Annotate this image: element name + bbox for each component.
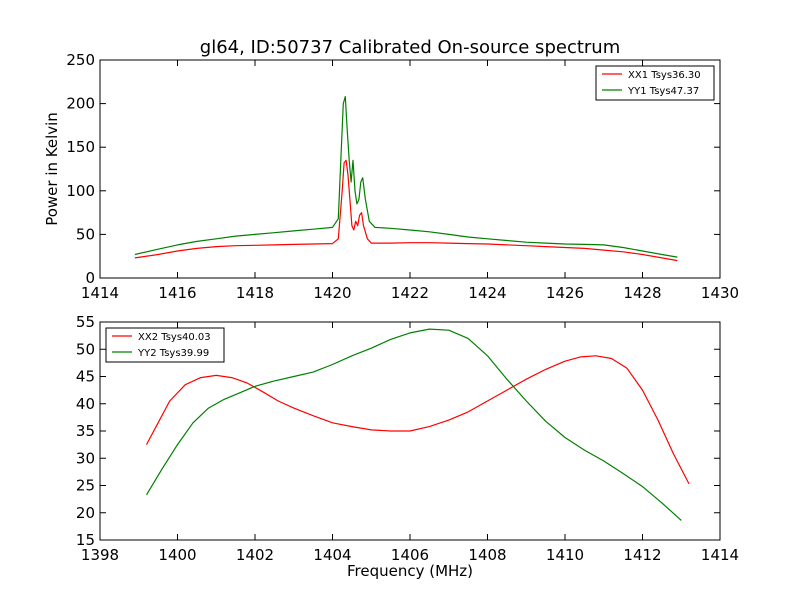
legend-label-xx1: XX1 Tsys36.30 <box>628 70 701 81</box>
x-tick-label: 1414 <box>701 546 739 564</box>
y-tick-label: 25 <box>76 477 95 495</box>
bottom-series-lines <box>145 328 690 521</box>
x-tick-label: 1406 <box>391 546 429 564</box>
x-tick-label: 1400 <box>158 546 196 564</box>
top-y-axis-label: Power in Kelvin <box>43 112 61 226</box>
x-tick-label: 1408 <box>468 546 506 564</box>
y-tick-label: 0 <box>85 269 95 287</box>
y-tick-label: 250 <box>66 51 95 69</box>
bottom-x-axis-label: Frequency (MHz) <box>347 562 473 580</box>
y-tick-label: 35 <box>76 422 95 440</box>
series-line-xx2 <box>145 355 690 485</box>
x-tick-label: 1418 <box>236 284 274 302</box>
y-tick-label: 20 <box>76 504 95 522</box>
bottom-legend-box <box>105 327 225 363</box>
y-tick-label: 50 <box>76 225 95 243</box>
series-line-xx1 <box>134 159 678 262</box>
y-tick-label: 55 <box>76 313 95 331</box>
top-legend: XX1 Tsys36.30 YY1 Tsys47.37 <box>595 65 715 101</box>
legend-label-yy2: YY2 Tsys39.99 <box>137 348 209 359</box>
x-tick-label: 1410 <box>546 546 584 564</box>
bottom-legend: XX2 Tsys40.03 YY2 Tsys39.99 <box>105 327 225 363</box>
top-legend-box <box>595 65 715 101</box>
y-tick-label: 50 <box>76 340 95 358</box>
chart-title: gl64, ID:50737 Calibrated On-source spec… <box>200 37 620 58</box>
bottom-panel: 1398 1400 1402 1404 1406 1408 1410 1412 1414 15 20… <box>76 313 739 580</box>
x-tick-label: 1428 <box>623 284 661 302</box>
top-axis-ticks: 1414 1416 1418 1420 1422 1424 1426 1428 1430 0 50 1… <box>66 51 739 302</box>
x-tick-label: 1426 <box>546 284 584 302</box>
bottom-axis-ticks: 1398 1400 1402 1404 1406 1408 1410 1412 1414 15 20… <box>76 313 739 564</box>
x-tick-label: 1420 <box>313 284 351 302</box>
x-tick-label: 1424 <box>468 284 506 302</box>
x-tick-label: 1430 <box>701 284 739 302</box>
series-line-yy1 <box>134 95 678 258</box>
x-tick-label: 1422 <box>391 284 429 302</box>
y-tick-label: 200 <box>66 95 95 113</box>
top-series-lines <box>134 95 678 262</box>
x-tick-label: 1398 <box>81 546 119 564</box>
legend-label-xx2: XX2 Tsys40.03 <box>138 332 211 343</box>
y-tick-label: 40 <box>76 395 95 413</box>
y-tick-label: 45 <box>76 368 95 386</box>
x-tick-label: 1414 <box>81 284 119 302</box>
x-tick-label: 1416 <box>158 284 196 302</box>
y-tick-label: 30 <box>76 449 95 467</box>
x-tick-label: 1402 <box>236 546 274 564</box>
y-tick-label: 150 <box>66 138 95 156</box>
top-panel: gl64, ID:50737 Calibrated On-source spec… <box>43 37 739 302</box>
series-line-yy2 <box>145 328 682 521</box>
y-tick-label: 100 <box>66 182 95 200</box>
y-tick-label: 15 <box>76 531 95 549</box>
x-tick-label: 1404 <box>313 546 351 564</box>
x-tick-label: 1412 <box>623 546 661 564</box>
legend-label-yy1: YY1 Tsys47.37 <box>627 86 699 97</box>
